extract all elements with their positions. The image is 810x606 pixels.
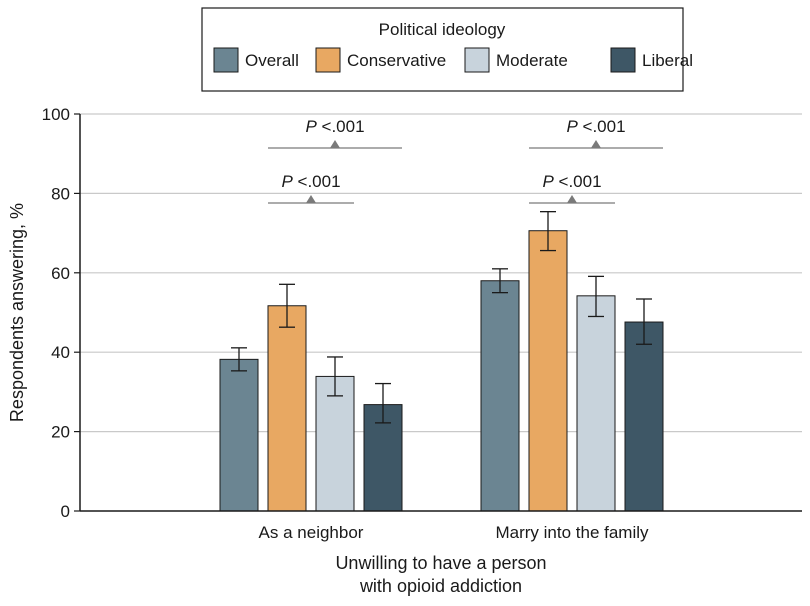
bar-conservative-2 bbox=[528, 230, 568, 512]
y-tick-label: 40 bbox=[51, 343, 70, 362]
p-symbol: P bbox=[281, 172, 293, 191]
significance-marker bbox=[567, 195, 577, 203]
bar-overall-1 bbox=[219, 358, 259, 512]
p-symbol: P bbox=[542, 172, 554, 191]
bar-liberal-2 bbox=[624, 321, 664, 512]
legend-swatch-moderate bbox=[464, 47, 490, 73]
significance-marker bbox=[330, 140, 340, 148]
p-value: <.001 bbox=[293, 172, 341, 191]
legend-label-moderate: Moderate bbox=[496, 51, 568, 70]
bar-conservative-1 bbox=[267, 305, 307, 512]
x-category-label: As a neighbor bbox=[259, 523, 364, 542]
x-category-label: Marry into the family bbox=[495, 523, 649, 542]
p-value-label: P <.001 bbox=[305, 117, 364, 136]
p-value: <.001 bbox=[317, 117, 365, 136]
legend-title: Political ideology bbox=[379, 20, 506, 39]
p-value: <.001 bbox=[578, 117, 626, 136]
significance-marker bbox=[591, 140, 601, 148]
bar-moderate-2 bbox=[576, 295, 616, 512]
p-symbol: P bbox=[305, 117, 317, 136]
legend-label-liberal: Liberal bbox=[642, 51, 693, 70]
gridlines bbox=[74, 113, 802, 512]
legend-label-overall: Overall bbox=[245, 51, 299, 70]
legend-label-conservative: Conservative bbox=[347, 51, 446, 70]
x-axis-title-line: Unwilling to have a person bbox=[335, 553, 546, 573]
y-tick-label: 80 bbox=[51, 184, 70, 203]
significance-marker bbox=[306, 195, 316, 203]
p-value: <.001 bbox=[554, 172, 602, 191]
y-tick-label: 20 bbox=[51, 423, 70, 442]
bar-moderate-1 bbox=[315, 375, 355, 512]
y-tick-label: 60 bbox=[51, 264, 70, 283]
y-tick-label: 0 bbox=[61, 502, 70, 521]
axis-labels: 0 20 40 60 80 100 As a neighbor Marry into the … bbox=[7, 105, 649, 596]
bar-overall-2 bbox=[480, 280, 520, 512]
y-axis-title: Respondents answering, % bbox=[7, 203, 27, 422]
y-tick-label: 100 bbox=[42, 105, 70, 124]
x-axis-title-line: with opioid addiction bbox=[359, 576, 522, 596]
p-value-label: P <.001 bbox=[566, 117, 625, 136]
legend-box bbox=[201, 7, 684, 92]
axes bbox=[79, 114, 802, 512]
p-value-label: P <.001 bbox=[542, 172, 601, 191]
legend-swatch-conservative bbox=[315, 47, 341, 73]
bars bbox=[219, 211, 664, 512]
legend-swatch-overall bbox=[213, 47, 239, 73]
p-symbol: P bbox=[566, 117, 578, 136]
legend: Political ideology Overall Conservative Mod… bbox=[201, 7, 693, 92]
legend-swatch-liberal bbox=[610, 47, 636, 73]
p-value-label: P <.001 bbox=[281, 172, 340, 191]
